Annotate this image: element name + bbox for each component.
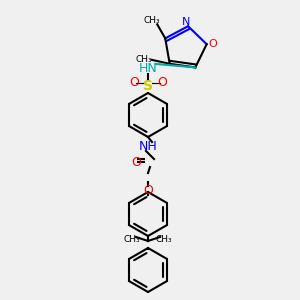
Text: O: O xyxy=(208,39,217,49)
Text: O: O xyxy=(129,76,139,88)
Text: NH: NH xyxy=(139,140,158,152)
Text: O: O xyxy=(131,155,141,169)
Text: HN: HN xyxy=(139,61,158,74)
Text: O: O xyxy=(143,184,153,196)
Text: S: S xyxy=(143,79,153,93)
Text: CH₃: CH₃ xyxy=(156,235,172,244)
Text: CH₃: CH₃ xyxy=(135,55,152,64)
Text: N: N xyxy=(182,17,190,27)
Text: CH₃: CH₃ xyxy=(144,16,160,25)
Text: O: O xyxy=(157,76,167,88)
Text: CH₃: CH₃ xyxy=(124,235,140,244)
